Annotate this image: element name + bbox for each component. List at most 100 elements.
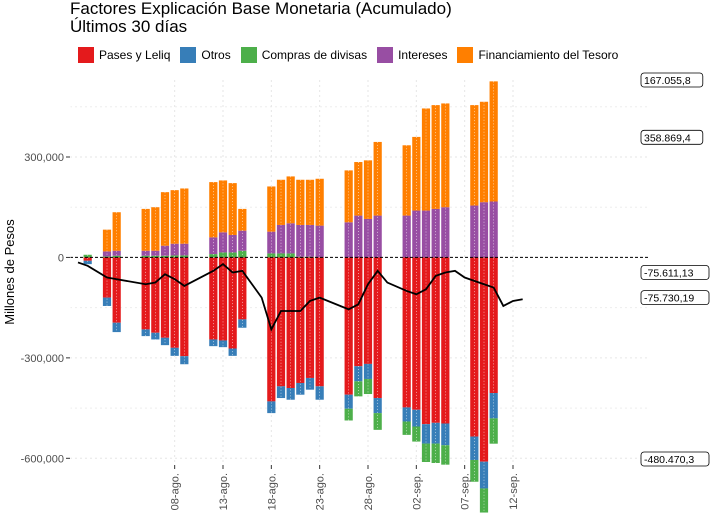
callout-box — [640, 290, 710, 306]
bar-segment — [305, 257, 315, 378]
bar-segment — [228, 183, 237, 236]
bar-segment — [479, 101, 489, 203]
legend-label: Financiamiento del Tesoro — [478, 48, 619, 62]
bar-segment — [373, 215, 382, 258]
bar-segment — [344, 408, 353, 421]
legend-label: Intereses — [398, 48, 448, 62]
bar-segment — [238, 230, 247, 251]
bar-segment — [228, 348, 237, 356]
bar-segment — [373, 398, 382, 414]
bar-segment — [180, 257, 189, 357]
bar-segment — [141, 250, 150, 256]
bar-segment — [276, 179, 286, 225]
bar-segment — [83, 254, 92, 258]
bar-segment — [112, 250, 121, 256]
bar-segment — [276, 224, 286, 254]
bar-segment — [209, 257, 218, 340]
bar-segment — [141, 208, 150, 251]
net-line-group — [77, 261, 523, 332]
bar-segment — [305, 224, 315, 257]
legend-label: Compras de divisas — [261, 48, 368, 62]
bar-segment — [373, 257, 382, 399]
bar-segment — [479, 257, 489, 462]
callout-label: -75.730,19 — [640, 290, 710, 306]
bar-segment — [421, 210, 431, 258]
callout-box — [640, 265, 710, 280]
bar-segment — [305, 179, 315, 225]
bar-segment — [218, 340, 228, 348]
bar-segment — [363, 218, 373, 258]
callout-label: -480.470,3 — [640, 451, 710, 467]
bar-segment — [170, 257, 179, 348]
legend-label: Pases y Leliq — [99, 48, 171, 62]
bar-segment — [315, 257, 324, 387]
bar-segment — [402, 407, 411, 422]
legend-item: Compras de divisas — [240, 47, 368, 63]
bar-segment — [238, 208, 247, 231]
bar-segment — [421, 443, 431, 462]
axes: -600,000 -300,000 0 300,000 08-ago. 13-ago. 18… — [21, 80, 520, 510]
callout-text: -75.611,13 — [644, 268, 694, 280]
bar-segment — [267, 253, 276, 258]
x-tick-label: 18-ago. — [266, 473, 278, 510]
y-tick-label: 300,000 — [24, 152, 64, 164]
bar-segment — [412, 257, 421, 410]
bar-segment — [489, 418, 498, 444]
callout-text: -480.470,3 — [644, 454, 694, 466]
x-tick-label: 23-ago. — [315, 473, 327, 510]
bar-segment — [431, 257, 440, 423]
bar-segment — [489, 201, 498, 258]
x-tick-label: 13-ago. — [218, 473, 230, 510]
callout-label: 358.869,4 — [640, 129, 704, 145]
bar-segment — [112, 212, 121, 251]
bar-segment — [267, 186, 276, 232]
bar-segment — [170, 190, 179, 244]
x-tick-label: 08-ago. — [170, 473, 182, 510]
legend-item: Pases y Leliq — [78, 47, 170, 63]
bar-segment — [363, 160, 373, 219]
callout-box — [640, 129, 704, 145]
bar-segment — [402, 215, 411, 258]
bar-segment — [238, 257, 247, 320]
bar-segment — [102, 229, 112, 252]
bar-segment — [441, 207, 450, 258]
bar-segment — [160, 337, 170, 346]
bar-segment — [470, 459, 479, 482]
bar-segment — [412, 210, 421, 258]
y-axis-label: Millones de Pesos — [2, 219, 17, 325]
bar-segment — [363, 363, 373, 379]
callout-label: 167.055,8 — [640, 72, 704, 88]
bar-segment — [286, 176, 295, 224]
bar-segment — [267, 401, 276, 414]
bar-segment — [354, 215, 363, 258]
bar-segment — [479, 202, 489, 258]
bar-segment — [479, 461, 489, 489]
bar-segment — [354, 257, 363, 367]
x-tick-label: 07-sep. — [460, 473, 472, 510]
legend: Pases y Leliq Otros Compras de divisas Inte… — [78, 47, 628, 63]
callouts: 167.055,8 358.869,4 -75.611,13 -75.730,19 -4… — [640, 72, 710, 467]
bar-segment — [470, 105, 479, 206]
x-tick-label: 02-sep. — [411, 473, 423, 510]
bar-segment — [83, 257, 92, 261]
legend-swatch — [240, 47, 257, 63]
legend-item: Financiamiento del Tesoro — [457, 47, 618, 63]
legend-swatch — [457, 47, 474, 63]
bar-segment — [344, 257, 353, 395]
bar-segment — [402, 145, 411, 216]
bar-segment — [286, 388, 295, 400]
bar-segment — [151, 332, 160, 340]
bar-segment — [209, 339, 218, 347]
bar-segment — [479, 488, 489, 513]
bar-segment — [363, 378, 373, 395]
callout-text: 358.869,4 — [644, 132, 691, 144]
callout-box — [640, 72, 704, 88]
bar-segment — [412, 409, 421, 427]
bar-segment — [344, 170, 353, 223]
bar-segment — [470, 436, 479, 460]
bar-segment — [83, 260, 92, 265]
bar-segment — [276, 386, 286, 399]
legend-label: Otros — [201, 48, 231, 62]
bar-segment — [151, 255, 160, 258]
